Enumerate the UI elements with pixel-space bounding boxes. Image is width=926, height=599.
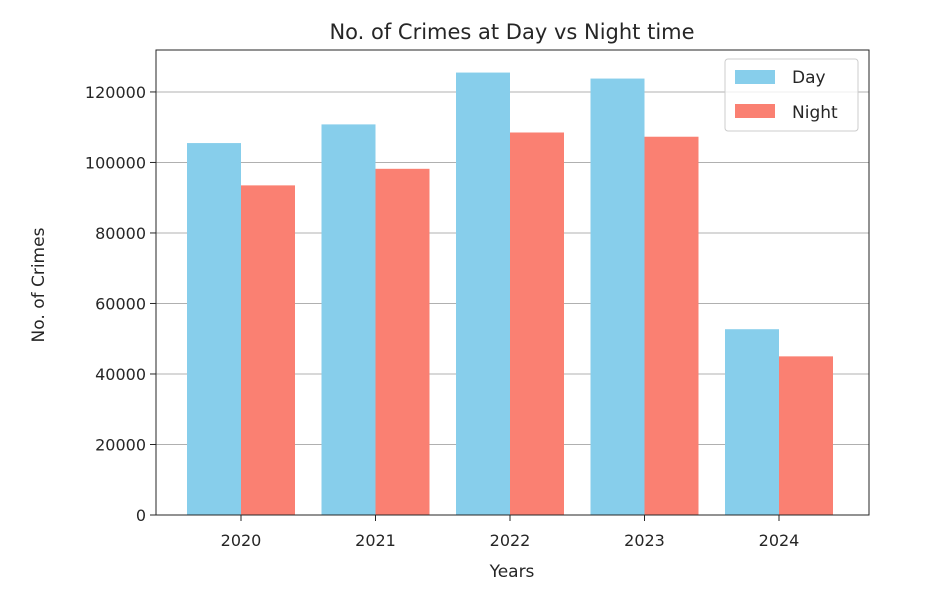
y-tick-label: 120000 — [85, 83, 146, 102]
legend-label-night: Night — [792, 103, 838, 123]
bars — [187, 72, 833, 516]
x-tick-label: 2021 — [355, 531, 396, 550]
y-axis-ticks: 0 20000 40000 60000 80000 100000 120000 — [85, 83, 156, 525]
x-axis-ticks: 2020 2021 2022 2023 2024 — [221, 515, 800, 550]
bar-day-2021 — [321, 124, 376, 515]
legend-label-day: Day — [792, 68, 826, 88]
y-tick-label: 60000 — [95, 294, 146, 313]
bar-night-2022 — [510, 132, 564, 515]
y-tick-label: 0 — [136, 506, 146, 525]
legend: Day Night — [724, 58, 859, 132]
legend-swatch-day — [735, 70, 775, 84]
plot-frame — [155, 49, 870, 516]
bar-night-2020 — [241, 185, 295, 515]
x-tick-label: 2020 — [221, 531, 262, 550]
bar-night-2021 — [375, 168, 430, 515]
bar-night-2023 — [644, 136, 699, 515]
bar-night-2024 — [779, 356, 833, 515]
bar-day-2020 — [187, 143, 241, 516]
y-tick-label: 20000 — [95, 435, 146, 454]
bar-day-2023 — [590, 78, 645, 515]
x-axis-label: Years — [489, 562, 535, 582]
x-tick-label: 2024 — [759, 531, 800, 550]
x-tick-label: 2022 — [490, 531, 531, 550]
bar-day-2024 — [725, 329, 779, 515]
y-tick-label: 80000 — [95, 224, 146, 243]
y-axis-label: No. of Crimes — [29, 227, 49, 342]
x-tick-label: 2023 — [624, 531, 665, 550]
y-tick-label: 40000 — [95, 365, 146, 384]
chart-title: No. of Crimes at Day vs Night time — [329, 20, 694, 44]
legend-swatch-night — [735, 104, 775, 118]
y-tick-label: 100000 — [85, 153, 146, 172]
bar-day-2022 — [456, 72, 510, 515]
